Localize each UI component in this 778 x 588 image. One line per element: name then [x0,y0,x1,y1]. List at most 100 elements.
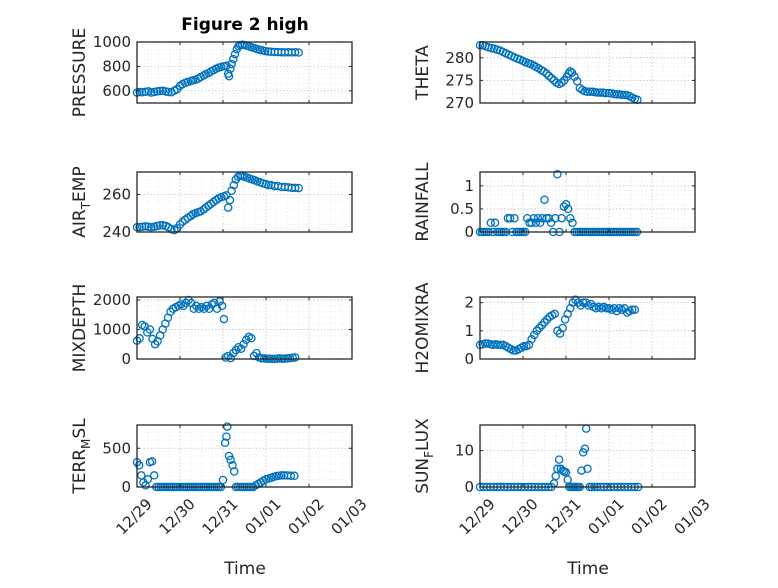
data-point [223,422,232,431]
y-axis-label-text: SUN [413,458,433,494]
y-axis-label: PRESSURE [70,28,90,117]
data-point [542,315,552,324]
data-point [601,88,610,98]
data-point [229,54,238,64]
y-tick-label: 10 [455,442,474,460]
y-tick-label: 1000 [93,33,131,51]
data-point [164,87,173,97]
data-point [553,464,562,474]
data-point [557,78,566,87]
x-tick-label: 01/01 [241,495,284,538]
data-point [493,340,503,350]
data-point [532,326,542,336]
data-point [480,339,490,348]
data-point [559,202,569,211]
y-axis-label-subscript: F [422,451,436,458]
data-point [533,213,543,223]
y-tick-label: 0 [121,350,131,368]
data-point [523,213,532,223]
data-point [263,47,273,56]
data-point [612,306,621,316]
data-point [226,455,235,465]
data-point [544,71,554,81]
x-tick-label: 12/31 [541,495,584,538]
data-point [529,61,539,70]
data-point [544,213,554,223]
data-point [538,213,547,223]
x-tick-label: 12/29 [455,495,498,538]
subplot-terr_msl: 12/29 12/30 12/31 01/01 01/02 01/03 0 500 TERRMS… [70,418,371,539]
data-point [568,298,578,307]
y-axis-label-text: AIR [70,209,90,238]
data-point [239,339,248,349]
data-point [227,186,236,196]
data-point [486,218,496,228]
data-point [290,471,299,481]
data-point [155,86,165,96]
data-point [137,88,147,97]
data-point [147,457,157,466]
series-theta [475,40,642,105]
y-tick-label: 2000 [93,291,131,309]
data-point [630,305,640,314]
y-axis-label: RAINFALL [413,162,433,242]
data-point [229,467,239,476]
y-axis-label-text: LUX [413,418,433,451]
y-tick-label: 240 [102,223,131,241]
y-axis-label: THETA [413,45,433,101]
axes-frame [479,41,696,104]
x-axis-label-right: Time [566,559,609,579]
data-point [561,200,571,209]
data-point [224,451,234,461]
data-point [531,218,541,228]
data-point [260,46,270,56]
data-point [537,320,547,330]
data-point [558,323,567,333]
series-pressure [132,40,303,97]
series-air_temp [132,171,303,235]
y-axis-label-text: H2OMIXRA [413,282,433,373]
data-point [226,353,235,363]
data-point [141,222,150,231]
data-point [220,438,230,448]
data-point [519,342,529,351]
y-tick-label: 800 [102,57,131,75]
data-point [290,47,300,57]
y-axis-label-text: RAINFALL [413,162,433,242]
series-terr_msl [132,422,299,492]
data-point [218,475,228,485]
axes-frame [479,171,696,233]
data-point [535,323,544,333]
data-point [553,170,562,179]
data-point [547,73,556,83]
subplot-sun_flux: 12/29 12/30 12/31 01/01 01/02 01/03 0 10 SUNFLUX [413,418,714,538]
data-point [505,213,515,223]
data-point [219,314,229,324]
x-tick-label: 12/31 [198,495,241,538]
data-point [227,59,236,69]
subplot-h2omixra: 0 1 2 H2OMIXRA [413,282,696,374]
data-point [217,301,227,311]
data-point [550,309,560,319]
subplot-rainfall: 0 0.5 1 RAINFALL [413,162,696,242]
data-point [141,87,150,97]
y-tick-label: 600 [102,82,131,100]
data-point [627,305,637,314]
y-tick-label: 1 [464,322,474,340]
data-point [222,432,231,441]
data-point [290,183,300,193]
y-axis-label: MIXDEPTH [70,284,90,373]
y-tick-label: 0 [464,478,474,496]
y-tick-label: 260 [102,186,131,204]
x-tick-label: 12/30 [498,495,541,538]
data-point [252,348,261,358]
x-axis-label-left: Time [223,559,266,579]
data-point [540,195,549,204]
data-point [570,72,579,82]
data-point [566,213,575,223]
data-point [145,325,155,334]
y-axis-label: TERRMSL [70,418,93,495]
figure-title: Figure 2 high [181,15,309,35]
